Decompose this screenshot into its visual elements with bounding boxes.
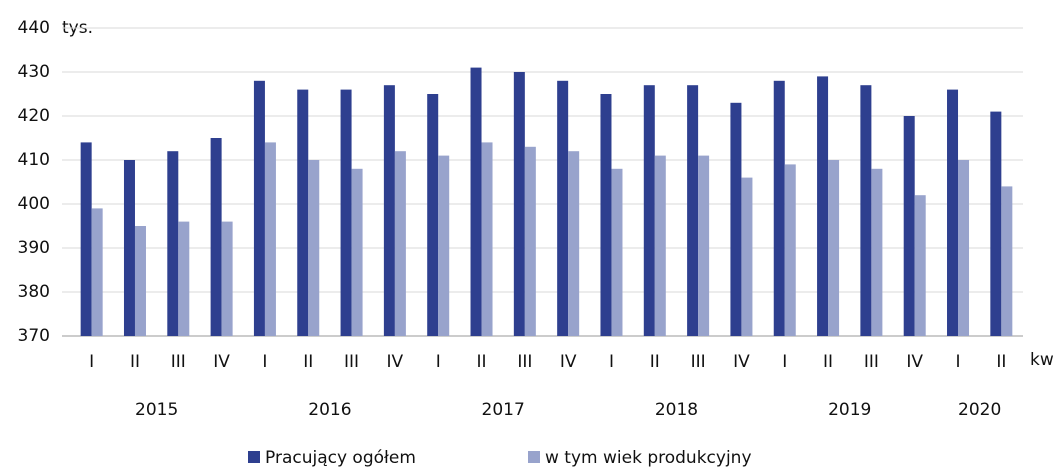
bar (427, 94, 439, 336)
y-tick-label: 370 (18, 326, 50, 346)
bar (383, 85, 395, 336)
bar (730, 102, 742, 336)
x-tick-label: III (344, 352, 359, 372)
bar (481, 142, 493, 336)
bar (914, 195, 926, 336)
year-label: 2017 (482, 400, 525, 420)
bar (698, 155, 710, 336)
bar (178, 221, 190, 336)
x-tick-label: II (650, 352, 660, 372)
x-tick-label: I (609, 352, 614, 372)
x-tick-label: IV (560, 352, 577, 372)
x-tick-label: II (996, 352, 1006, 372)
bar (784, 164, 796, 336)
bar (134, 226, 146, 336)
bar (600, 94, 612, 336)
x-tick-label: I (262, 352, 267, 372)
y-tick-label: 430 (18, 62, 50, 82)
bar (741, 177, 753, 336)
year-label: 2016 (308, 400, 351, 420)
legend-swatch (248, 451, 260, 463)
y-tick-label: 380 (18, 282, 50, 302)
x-tick-label: II (130, 352, 140, 372)
year-label: 2018 (655, 400, 698, 420)
bar (817, 76, 829, 337)
bar (297, 89, 309, 336)
x-tick-label: III (691, 352, 706, 372)
x-tick-label: I (782, 352, 787, 372)
x-tick-label: IV (906, 352, 923, 372)
bar (513, 72, 525, 336)
x-tick-label: IV (733, 352, 750, 372)
bar (253, 80, 265, 336)
bar (340, 89, 352, 336)
year-label: 2020 (958, 400, 1001, 420)
bar (123, 160, 135, 336)
year-label: 2019 (828, 400, 871, 420)
x-tick-label: III (864, 352, 879, 372)
x-tick-label: II (823, 352, 833, 372)
bar (80, 142, 92, 336)
y-tick-label: 410 (18, 150, 50, 170)
y-tick-label: 420 (18, 106, 50, 126)
bar (903, 116, 915, 336)
bar (643, 85, 655, 336)
x-tick-label: I (956, 352, 961, 372)
x-tick-label: I (89, 352, 94, 372)
bar (654, 155, 666, 336)
x-unit: kw (1030, 350, 1054, 370)
bar (860, 85, 872, 336)
bar (308, 160, 320, 336)
x-tick-label: II (303, 352, 313, 372)
bar (990, 111, 1002, 336)
bar (264, 142, 276, 336)
x-tick-label: IV (387, 352, 404, 372)
bar (557, 80, 569, 336)
bar (687, 85, 699, 336)
bar (524, 146, 536, 336)
bar (167, 151, 179, 336)
bar (611, 168, 623, 336)
bar (1001, 186, 1013, 336)
x-tick-label: III (517, 352, 532, 372)
y-tick-label: 440 (18, 18, 50, 38)
legend-swatch (528, 451, 540, 463)
bar (828, 160, 840, 336)
bar (568, 151, 580, 336)
year-label: 2015 (135, 400, 178, 420)
bar (773, 80, 785, 336)
bar (351, 168, 363, 336)
y-tick-label: 390 (18, 238, 50, 258)
bar (394, 151, 406, 336)
bar (438, 155, 450, 336)
bar (871, 168, 883, 336)
x-tick-label: IV (213, 352, 230, 372)
bar (221, 221, 233, 336)
bar (470, 67, 482, 336)
bar (210, 138, 222, 336)
legend-label: w tym wiek produkcyjny (545, 448, 752, 468)
y-tick-label: 400 (18, 194, 50, 214)
bar (958, 160, 970, 336)
legend-label: Pracujący ogółem (265, 448, 416, 468)
x-tick-label: III (171, 352, 186, 372)
bar (91, 208, 103, 336)
x-tick-label: II (477, 352, 487, 372)
bar (947, 89, 959, 336)
x-tick-label: I (436, 352, 441, 372)
